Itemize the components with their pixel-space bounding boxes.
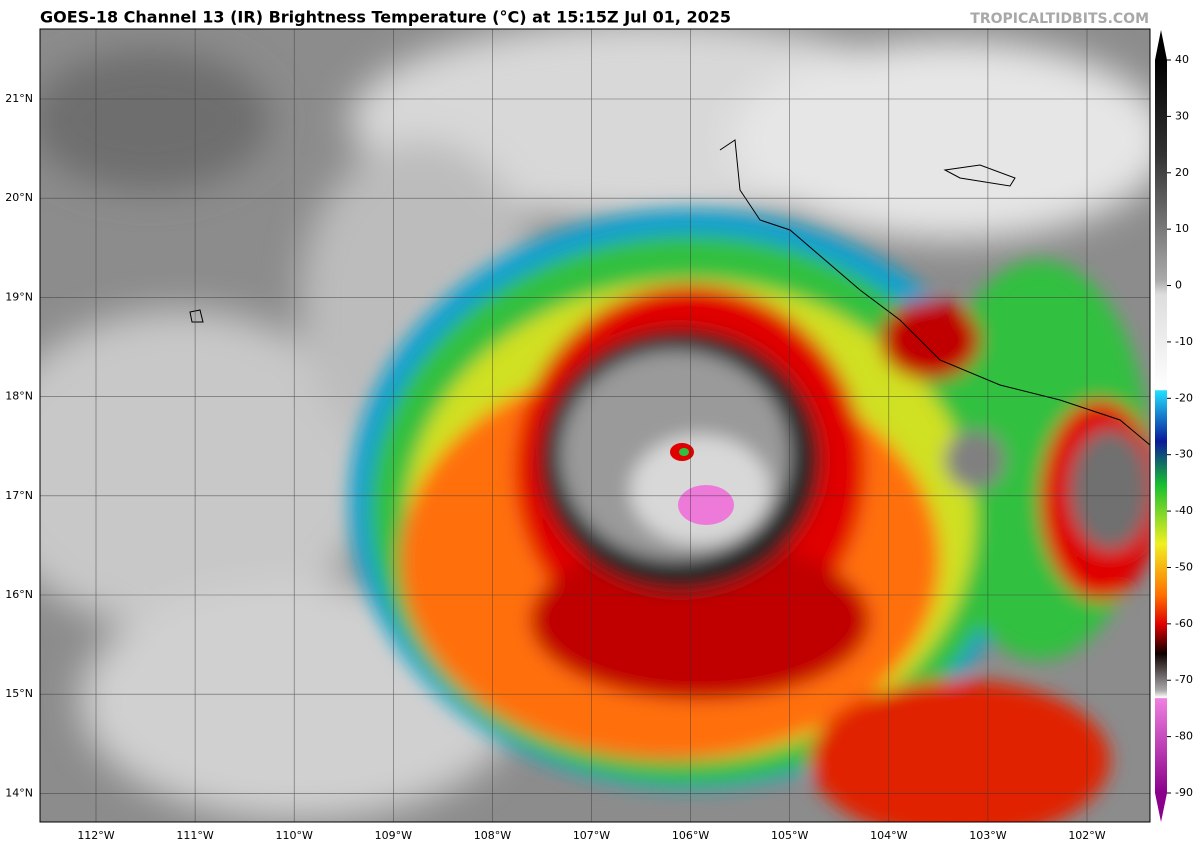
colorbar-bottom-extend xyxy=(1155,793,1167,822)
map-frame xyxy=(39,28,1151,823)
lon-label: 106°W xyxy=(672,829,709,842)
lon-label: 103°W xyxy=(969,829,1006,842)
colorbar-tick-label: -20 xyxy=(1175,391,1193,404)
colorbar-tick-label: -50 xyxy=(1175,560,1193,573)
lon-label: 104°W xyxy=(870,829,907,842)
colorbar-tick-label: 40 xyxy=(1175,53,1189,66)
lon-label: 110°W xyxy=(276,829,313,842)
colorbar-tick-label: 30 xyxy=(1175,109,1189,122)
lat-label: 15°N xyxy=(5,687,33,700)
colorbar-tick-label: -90 xyxy=(1175,786,1193,799)
lat-label: 17°N xyxy=(5,489,33,502)
lat-label: 19°N xyxy=(5,290,33,303)
colorbar xyxy=(1155,60,1167,793)
colorbar-tick-label: -30 xyxy=(1175,448,1193,461)
colorbar-tick-label: 20 xyxy=(1175,166,1189,179)
lat-label: 16°N xyxy=(5,588,33,601)
colorbar-tick-label: -80 xyxy=(1175,730,1193,743)
lat-label: 14°N xyxy=(5,786,33,799)
lat-label: 20°N xyxy=(5,191,33,204)
colorbar-tick-label: -10 xyxy=(1175,335,1193,348)
lon-label: 107°W xyxy=(573,829,610,842)
lat-label: 21°N xyxy=(5,92,33,105)
lon-label: 108°W xyxy=(474,829,511,842)
colorbar-tick-label: -40 xyxy=(1175,504,1193,517)
satellite-image xyxy=(40,29,1150,822)
lon-label: 109°W xyxy=(375,829,412,842)
lon-label: 111°W xyxy=(176,829,213,842)
lon-label: 102°W xyxy=(1068,829,1105,842)
lon-label: 105°W xyxy=(771,829,808,842)
colorbar-tick-label: -60 xyxy=(1175,617,1193,630)
lat-label: 18°N xyxy=(5,390,33,403)
source-watermark: TROPICALTIDBITS.COM xyxy=(970,11,1149,27)
colorbar-tick-label: 0 xyxy=(1175,279,1182,292)
colorbar-top-extend xyxy=(1155,30,1167,60)
title: GOES-18 Channel 13 (IR) Brightness Tempe… xyxy=(40,8,731,27)
colorbar-tick-label: 10 xyxy=(1175,222,1189,235)
lon-label: 112°W xyxy=(77,829,114,842)
colorbar-tick-label: -70 xyxy=(1175,673,1193,686)
